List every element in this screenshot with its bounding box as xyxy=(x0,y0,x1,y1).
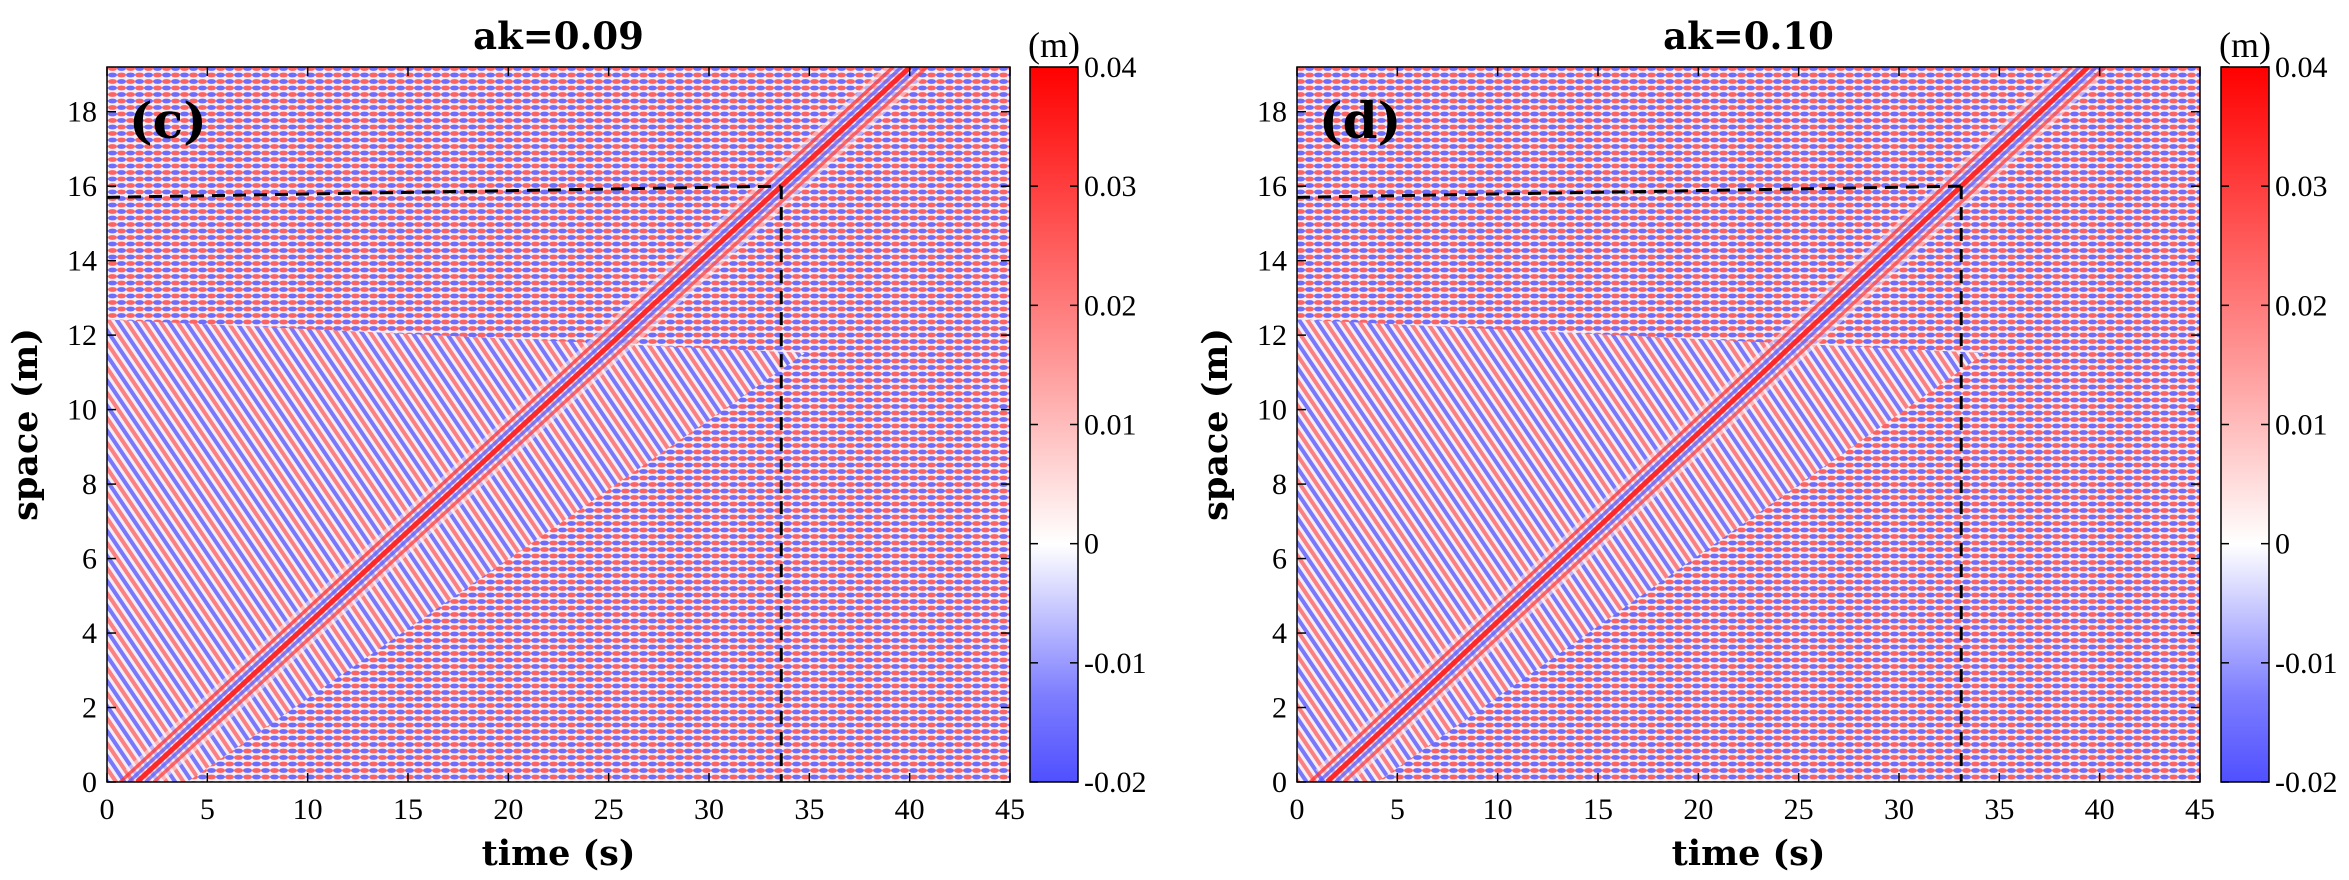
x-tick-label: 45 xyxy=(995,793,1025,826)
heatmap-field xyxy=(107,67,1010,782)
colorbar-tick-label: -0.02 xyxy=(1084,766,1147,799)
ridge-crest xyxy=(127,67,903,782)
chart-title: ak=0.09 xyxy=(473,14,644,58)
colorbar-tick-label: 0 xyxy=(2275,528,2290,561)
colorbar-tick-label: 0.04 xyxy=(1084,51,1137,84)
colorbar-tick-label: 0.04 xyxy=(2275,51,2328,84)
y-tick-label: 14 xyxy=(1257,245,1287,278)
y-tick-label: 10 xyxy=(1257,394,1287,427)
x-tick-label: 10 xyxy=(1483,793,1513,826)
colorbar-tick-label: 0.01 xyxy=(2275,409,2328,442)
x-tick-label: 25 xyxy=(1784,793,1814,826)
y-tick-label: 18 xyxy=(1257,96,1287,129)
plot-frame xyxy=(1296,66,2201,783)
y-axis-label: space (m) xyxy=(5,328,46,521)
y-tick-label: 16 xyxy=(1257,170,1287,203)
colorbar-tick-label: -0.02 xyxy=(2275,766,2338,799)
plot-frame xyxy=(106,66,1011,783)
y-tick-label: 10 xyxy=(67,394,97,427)
y-tick-label: 12 xyxy=(67,319,97,352)
colorbar-unit: (m) xyxy=(1028,25,1080,65)
colorbar-tick-label: 0.02 xyxy=(2275,289,2328,322)
colorbar-tick-label: 0 xyxy=(1084,528,1099,561)
y-tick-label: 2 xyxy=(1272,692,1287,725)
x-tick-label: 30 xyxy=(1884,793,1914,826)
focus-horizontal-line xyxy=(1296,184,1962,199)
y-tick-label: 2 xyxy=(82,692,97,725)
colorbar-tick-label: -0.01 xyxy=(2275,647,2338,680)
y-tick-label: 0 xyxy=(1272,766,1287,799)
x-axis-label: time (s) xyxy=(482,833,636,874)
x-tick-label: 40 xyxy=(2085,793,2115,826)
colorbar-tick-label: -0.01 xyxy=(1084,647,1147,680)
y-tick-label: 12 xyxy=(1257,319,1287,352)
y-tick-label: 16 xyxy=(67,170,97,203)
colorbar-tick-label: 0.03 xyxy=(1084,170,1137,203)
x-tick-label: 15 xyxy=(1583,793,1613,826)
colorbar-tick-label: 0.02 xyxy=(1084,289,1137,322)
x-tick-label: 5 xyxy=(200,793,215,826)
ridge-crest xyxy=(152,67,929,782)
x-tick-label: 40 xyxy=(895,793,925,826)
y-tick-label: 6 xyxy=(1272,543,1287,576)
x-tick-label: 20 xyxy=(1683,793,1713,826)
x-tick-label: 35 xyxy=(1984,793,2014,826)
y-tick-label: 8 xyxy=(82,468,97,501)
x-tick-label: 20 xyxy=(493,793,523,826)
colorbar-tick-label: 0.01 xyxy=(1084,409,1137,442)
colorbar-tick-label: 0.03 xyxy=(2275,170,2328,203)
focus-horizontal-line xyxy=(106,184,782,199)
x-tick-label: 45 xyxy=(2185,793,2215,826)
y-tick-label: 4 xyxy=(82,617,97,650)
x-tick-label: 10 xyxy=(293,793,323,826)
ridge-crest xyxy=(1342,67,2107,782)
x-axis-label: time (s) xyxy=(1672,833,1826,874)
x-tick-label: 25 xyxy=(594,793,624,826)
ridge-crest xyxy=(1309,67,2073,782)
x-tick-label: 0 xyxy=(1290,793,1305,826)
y-tick-label: 4 xyxy=(1272,617,1287,650)
y-tick-label: 18 xyxy=(67,96,97,129)
chart-title: ak=0.10 xyxy=(1663,14,1834,58)
x-tick-label: 5 xyxy=(1390,793,1405,826)
y-tick-label: 6 xyxy=(82,543,97,576)
x-tick-label: 0 xyxy=(100,793,115,826)
y-tick-label: 8 xyxy=(1272,468,1287,501)
x-tick-label: 30 xyxy=(694,793,724,826)
panel-label: (d) xyxy=(1319,91,1401,150)
panel-1: 0 5 10 15 20 25 30 35 40 45 0 2 4 6 8 10 12 14 16 18 (d) ak=0… xyxy=(1195,14,2338,874)
panel-0: 0 5 10 15 20 25 30 35 40 45 0 2 4 6 8 10 12 14 16 18 (c) ak=0… xyxy=(5,14,1147,874)
x-tick-label: 35 xyxy=(794,793,824,826)
x-tick-label: 15 xyxy=(393,793,423,826)
y-tick-label: 14 xyxy=(67,245,97,278)
colorbar-unit: (m) xyxy=(2219,25,2271,65)
heatmap-field xyxy=(1297,67,2200,782)
ridge-crest xyxy=(1334,67,2098,782)
y-axis-label: space (m) xyxy=(1195,328,1236,521)
ridge-crest xyxy=(144,67,920,782)
y-tick-label: 0 xyxy=(82,766,97,799)
panel-label: (c) xyxy=(129,91,207,150)
